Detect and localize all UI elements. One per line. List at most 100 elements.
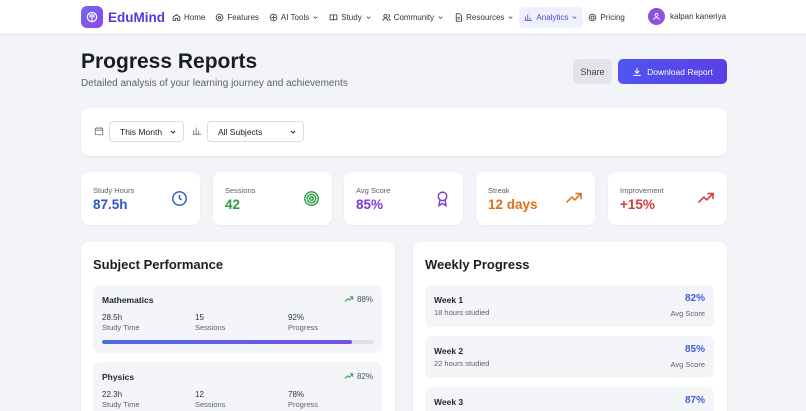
user-menu[interactable]: kalpan kaneriya <box>648 8 726 25</box>
share-button[interactable]: Share <box>573 59 612 84</box>
chevron-down-icon <box>438 16 443 19</box>
trending-up-icon <box>344 296 354 302</box>
week-card-2[interactable]: Week 2 22 hours studied 85% Avg Score <box>425 336 714 378</box>
stat-label: Study Time <box>102 323 140 332</box>
nav-item-analytics[interactable]: Analytics <box>519 7 584 28</box>
stat-label: Sessions <box>195 323 226 332</box>
progress-bar <box>102 340 374 344</box>
ai-icon <box>269 13 278 22</box>
nav-item-home[interactable]: Home <box>167 7 210 28</box>
nav-item-features[interactable]: Features <box>210 7 264 28</box>
period-select[interactable]: This Month <box>109 121 184 142</box>
study-time-stat: 22.3h Study Time <box>102 390 140 409</box>
stat-label: Avg Score <box>356 186 391 195</box>
nav-label: Home <box>184 13 206 22</box>
stat-value: +15% <box>620 197 655 212</box>
features-icon <box>216 13 224 22</box>
week-detail: 18 hours studied <box>434 308 490 317</box>
subject-name: Physics <box>102 372 135 382</box>
nav-item-resources[interactable]: Resources <box>449 7 519 28</box>
week-card-3[interactable]: Week 3 87% <box>425 387 714 411</box>
period-value: This Month <box>120 126 163 137</box>
subject-card-physics[interactable]: Physics 82% 22.3h Study Time 12 Sessions… <box>93 362 382 411</box>
chevron-down-icon <box>170 130 176 134</box>
chevron-down-icon <box>508 16 513 19</box>
trending-up-icon <box>344 373 354 379</box>
chevron-down-icon <box>313 16 318 19</box>
nav-label: Resources <box>466 13 505 22</box>
stat-card-study-hours: Study Hours 87.5h <box>81 172 200 225</box>
nav-label: Pricing <box>600 13 625 22</box>
brand-logo[interactable]: EduMind <box>81 6 165 28</box>
sessions-stat: 12 Sessions <box>195 390 225 409</box>
week-score: 82% <box>684 293 705 304</box>
nav-item-ai-tools[interactable]: AI Tools <box>264 7 324 28</box>
week-card-1[interactable]: Week 1 18 hours studied 82% Avg Score <box>425 285 714 327</box>
nav-label: AI Tools <box>280 13 310 22</box>
week-name: Week 1 <box>434 295 464 305</box>
stat-card-streak: Streak 12 days <box>476 172 595 225</box>
trend-value: 82% <box>356 372 373 381</box>
chart-icon <box>525 14 533 21</box>
download-report-button[interactable]: Download Report <box>618 59 727 84</box>
nav-label: Community <box>393 13 435 22</box>
nav-item-study[interactable]: Study <box>324 7 376 28</box>
stat-label: Study Hours <box>93 186 135 195</box>
subject-card-mathematics[interactable]: Mathematics 88% 28.5h Study Time 15 Sess… <box>93 285 382 353</box>
main-nav: Home Features AI Tools Study Community R… <box>167 7 630 28</box>
filter-panel: This Month All Subjects <box>81 108 727 156</box>
page-title: Progress Reports <box>81 50 258 73</box>
week-name: Week 2 <box>434 346 464 356</box>
stat-value: 92% <box>288 313 305 322</box>
week-score: 87% <box>684 395 705 406</box>
nav-item-pricing[interactable]: Pricing <box>583 7 629 28</box>
user-name: kalpan kaneriya <box>670 12 727 21</box>
stat-label: Streak <box>488 186 510 195</box>
trending-up-icon <box>566 192 582 203</box>
subject-trend: 88% <box>344 295 373 304</box>
progress-stat: 92% Progress <box>288 313 318 332</box>
stat-value: 15 <box>195 313 204 322</box>
chevron-down-icon <box>572 16 577 19</box>
week-detail: 22 hours studied <box>434 359 490 368</box>
download-icon <box>633 67 641 76</box>
chevron-down-icon <box>366 16 371 19</box>
subject-performance-panel: Subject Performance Mathematics 88% 28.5… <box>81 242 395 411</box>
stat-value: 12 days <box>488 197 538 212</box>
page-subtitle: Detailed analysis of your learning journ… <box>81 78 348 89</box>
stat-card-sessions: Sessions 42 <box>213 172 332 225</box>
bar-chart-icon <box>192 127 202 135</box>
target-icon <box>304 191 319 206</box>
panel-title: Weekly Progress <box>425 257 530 272</box>
brand-name: EduMind <box>108 9 165 25</box>
subject-select[interactable]: All Subjects <box>207 121 304 142</box>
download-label: Download Report <box>647 66 713 77</box>
stat-value: 85% <box>356 197 384 212</box>
stat-value: 12 <box>195 390 204 399</box>
stat-value: 87.5h <box>93 197 128 212</box>
award-icon <box>437 191 448 207</box>
panel-title: Subject Performance <box>93 257 224 272</box>
pricing-icon <box>589 13 597 22</box>
nav-label: Features <box>227 13 259 22</box>
trending-up-icon <box>698 192 714 203</box>
week-score-label: Avg Score <box>670 360 705 369</box>
stat-value: 78% <box>288 390 305 399</box>
week-score-label: Avg Score <box>670 309 705 318</box>
week-score: 85% <box>684 344 705 355</box>
user-icon <box>653 13 660 20</box>
share-label: Share <box>580 66 605 77</box>
stat-value: 22.3h <box>102 390 123 399</box>
stat-value: 28.5h <box>102 313 123 322</box>
brain-icon <box>81 6 103 28</box>
study-time-stat: 28.5h Study Time <box>102 313 140 332</box>
weekly-progress-panel: Weekly Progress Week 1 18 hours studied … <box>413 242 727 411</box>
week-name: Week 3 <box>434 397 464 407</box>
nav-item-community[interactable]: Community <box>377 7 449 28</box>
users-icon <box>382 14 391 21</box>
stat-value: 42 <box>225 197 241 212</box>
stat-label: Sessions <box>195 400 226 409</box>
stat-label: Progress <box>288 323 319 332</box>
subject-trend: 82% <box>344 372 373 381</box>
stat-label: Study Time <box>102 400 140 409</box>
